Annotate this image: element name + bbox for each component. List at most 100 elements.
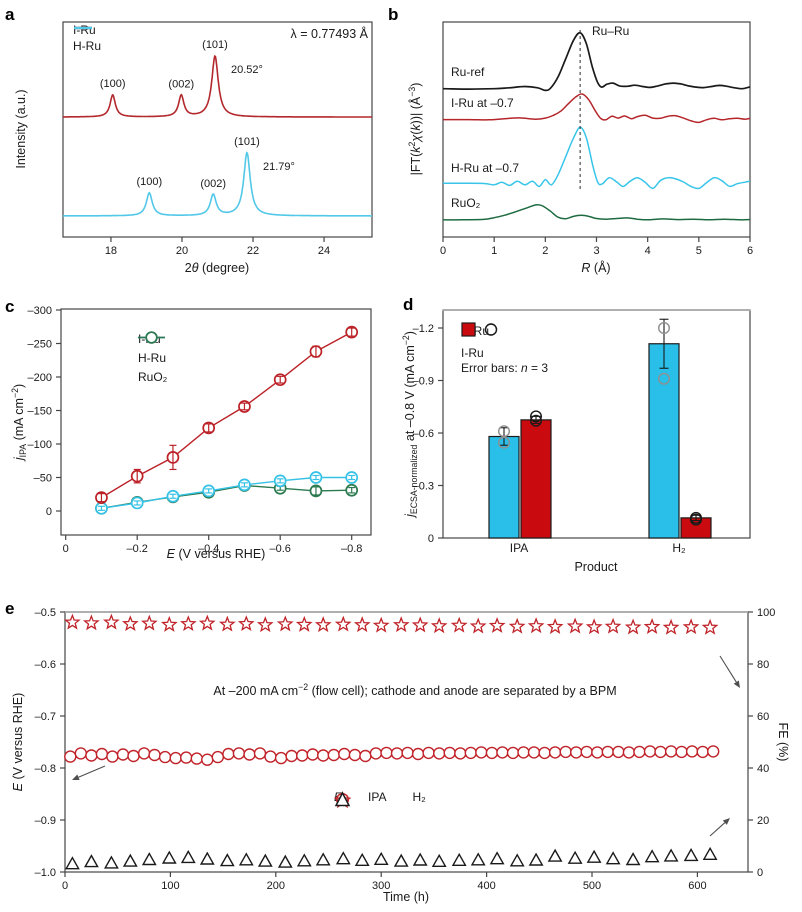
potential-point (296, 749, 309, 762)
e-x-axis-label: Time (h) (382, 890, 430, 904)
potential-point (411, 747, 425, 761)
e-legend: EIPAH₂ (334, 790, 426, 808)
potential-point (601, 745, 614, 759)
peak-hkl-label: (100) (136, 176, 162, 188)
replicate-point (658, 372, 671, 385)
legend-label: H-Ru (73, 39, 102, 54)
x-tick-label: 600 (688, 880, 706, 892)
plot-frame (60, 308, 372, 536)
ipa-fe-point (488, 616, 506, 633)
h2-fe-point (219, 853, 235, 867)
legend-swatch (461, 322, 498, 337)
potential-point (485, 746, 499, 760)
wavelength-annotation: λ = 0.77493 Å (290, 27, 369, 41)
x-tick-label: 24 (318, 245, 330, 257)
potential-point (137, 747, 151, 760)
d-category-h2: H₂ (672, 541, 686, 555)
x-tick-label: 18 (105, 245, 117, 257)
x-tick-label: –0.4 (198, 543, 219, 555)
legend-label: H-Ru (138, 350, 167, 365)
replicate-point (497, 436, 510, 449)
h2-fe-point (567, 850, 583, 864)
potential-point (243, 748, 256, 761)
h2-fe-point (412, 852, 428, 866)
y-tick-label: –0.9 (413, 376, 434, 388)
h2-fe-point (199, 851, 215, 865)
potential-point (338, 747, 351, 761)
potential-point (211, 750, 225, 764)
potential-point (158, 750, 172, 764)
legend-item: H-Ru (73, 26, 102, 55)
e-left-y-axis-label: E (V versus RHE) (10, 692, 25, 792)
polarization-plot: 0 –0.2 –0.4 –0.6 –0.8 0 –50 –100 –150 –200 –250 –30… (28, 305, 372, 555)
panel-e-label: e (5, 599, 15, 618)
h2-fe-point (393, 853, 409, 867)
x-tick-label: 500 (583, 880, 601, 892)
legend-item: IPA (334, 790, 386, 808)
series-E (64, 745, 720, 766)
d-y-axis-label: jECSA-normalized at –0.8 V (mA cm−2) (401, 331, 419, 517)
h2-fe-point (141, 852, 157, 866)
potential-point (591, 746, 604, 759)
peak-hkl-label: (100) (100, 78, 126, 90)
potential-point (506, 746, 520, 760)
peak-angle-label: 21.79° (263, 161, 295, 173)
potential-point (633, 745, 646, 759)
ipa-fe-point (314, 616, 332, 633)
left-y-tick-label: –0.6 (35, 659, 56, 671)
peak-angle-label: 20.52° (231, 64, 263, 76)
ipa-fe-point (180, 615, 197, 632)
exafs-curve-ru-ref (442, 31, 751, 92)
ipa-fe-point (218, 615, 236, 632)
potential-point (570, 746, 583, 759)
b-curve-label-i-ru: I-Ru at –0.7 (451, 96, 514, 110)
xrd-series-I-Ru: (100) (002) (101) 20.52° (63, 39, 372, 118)
ipa-fe-point (508, 617, 526, 634)
x-tick-label: 1 (491, 245, 497, 257)
ipa-fe-point (701, 618, 719, 635)
ipa-fe-point (372, 616, 390, 633)
axis-pointer-arrow (72, 765, 106, 780)
ipa-fe-point (334, 615, 352, 632)
x-tick-label: 20 (176, 245, 188, 257)
e-condition-annotation: At –200 mA cm−2 (flow cell); cathode and… (213, 682, 617, 698)
x-tick-label: 400 (477, 880, 495, 892)
right-y-tick-label: 60 (757, 711, 769, 723)
panel-c-label: c (5, 297, 15, 316)
peak-hkl-label: (101) (234, 136, 260, 148)
bar-I-Ru-ipa (520, 410, 552, 539)
x-tick-label: 6 (747, 245, 753, 257)
x-tick-label: 300 (372, 880, 390, 892)
potential-point (622, 746, 636, 759)
h2-fe-point (625, 852, 641, 866)
b-curve-label-ruo2: RuO₂ (451, 196, 481, 210)
panel-d-label: d (403, 295, 414, 314)
exafs-plot: 0 1 2 3 4 5 6 (440, 21, 753, 257)
peak-hkl-label: (002) (200, 178, 226, 190)
ipa-fe-point (585, 618, 603, 635)
b-x-axis-label: R (Å) (581, 261, 611, 275)
potential-point (253, 747, 267, 760)
y-tick-label: –200 (28, 372, 52, 384)
exafs-curve-ruo2 (442, 204, 751, 221)
a-y-axis-label: Intensity (a.u.) (13, 89, 28, 169)
potential-point (285, 749, 298, 763)
ipa-fe-point (295, 615, 313, 632)
right-y-tick-label: 100 (757, 607, 775, 619)
h2-fe-point (528, 852, 544, 866)
potential-point (64, 750, 77, 763)
ipa-fe-point (353, 616, 371, 633)
ipa-fe-point (276, 615, 294, 632)
h2-fe-point (296, 853, 312, 867)
legend-label: I-Ru (73, 23, 96, 38)
right-y-tick-label: 20 (757, 815, 769, 827)
y-tick-label: –300 (28, 305, 52, 317)
x-tick-label: 4 (645, 245, 651, 257)
ipa-fe-point (392, 616, 410, 633)
c-x-axis-label: E (V versus RHE) (166, 547, 266, 561)
d-legend: H-RuI-Ru (461, 321, 498, 365)
potential-point (348, 748, 362, 762)
ipa-fe-point (430, 617, 448, 634)
y-tick-label: –0.3 (413, 481, 434, 493)
